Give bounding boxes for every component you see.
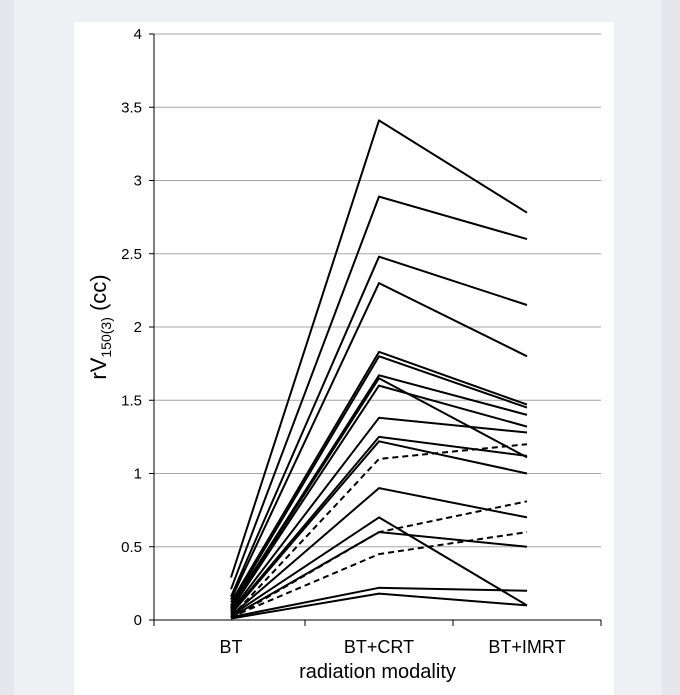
left-frame	[0, 0, 14, 695]
series-line	[230, 195, 528, 590]
y-axis-label: rV150(3) (cc)	[86, 274, 114, 379]
x-tick-labels: BT BT+CRT BT+IMRT	[219, 637, 565, 657]
series-line	[230, 440, 528, 615]
series-line	[230, 350, 528, 603]
line-chart: 0 0.5 1 1.5 2 2.5 3 3.5 4 BT BT+CRT BT+IMRT radiat…	[86, 26, 602, 683]
series-line	[230, 592, 528, 620]
chart-panel: 0 0.5 1 1.5 2 2.5 3 3.5 4 BT BT+CRT BT+IMRT radiat…	[74, 22, 614, 695]
x-axis-label: radiation modality	[299, 661, 456, 683]
x-tick-label: BT+CRT	[344, 637, 414, 657]
series-line	[230, 384, 528, 611]
y-tick-label: 4	[134, 26, 142, 43]
y-axis: 0 0.5 1 1.5 2 2.5 3 3.5 4	[121, 26, 155, 629]
series-line	[230, 416, 528, 612]
y-axis-label-unit: (cc)	[86, 274, 111, 317]
series-line	[230, 377, 528, 609]
series-line	[230, 531, 528, 618]
y-axis-label-main: rV	[86, 357, 111, 379]
y-tick-label: 2	[134, 319, 142, 336]
y-tick-label: 1	[134, 466, 142, 483]
series-line	[230, 355, 528, 606]
y-tick-label: 1.5	[121, 392, 142, 409]
series-line-dashed	[230, 443, 528, 618]
x-axis	[153, 619, 602, 626]
series-line	[230, 282, 528, 600]
series-line-dashed	[230, 531, 528, 619]
series-line	[230, 516, 528, 617]
series-line-dashed	[230, 500, 528, 620]
y-tick-label: 0.5	[121, 539, 142, 556]
x-tick-label: BT+IMRT	[488, 637, 565, 657]
series-line	[230, 487, 528, 617]
y-tick-label: 3	[134, 173, 142, 190]
series-lines	[230, 119, 528, 620]
series-line	[230, 119, 528, 578]
y-tick-label: 2.5	[121, 246, 142, 263]
right-frame	[662, 0, 680, 695]
series-line	[230, 255, 528, 597]
y-tick-label: 0	[134, 612, 142, 629]
y-axis-label-subscript: 150(3)	[98, 317, 114, 357]
series-line	[230, 586, 528, 619]
series-line	[230, 374, 528, 608]
gridlines	[154, 33, 601, 548]
y-tick-label: 3.5	[121, 99, 142, 116]
x-tick-label: BT	[219, 637, 242, 657]
